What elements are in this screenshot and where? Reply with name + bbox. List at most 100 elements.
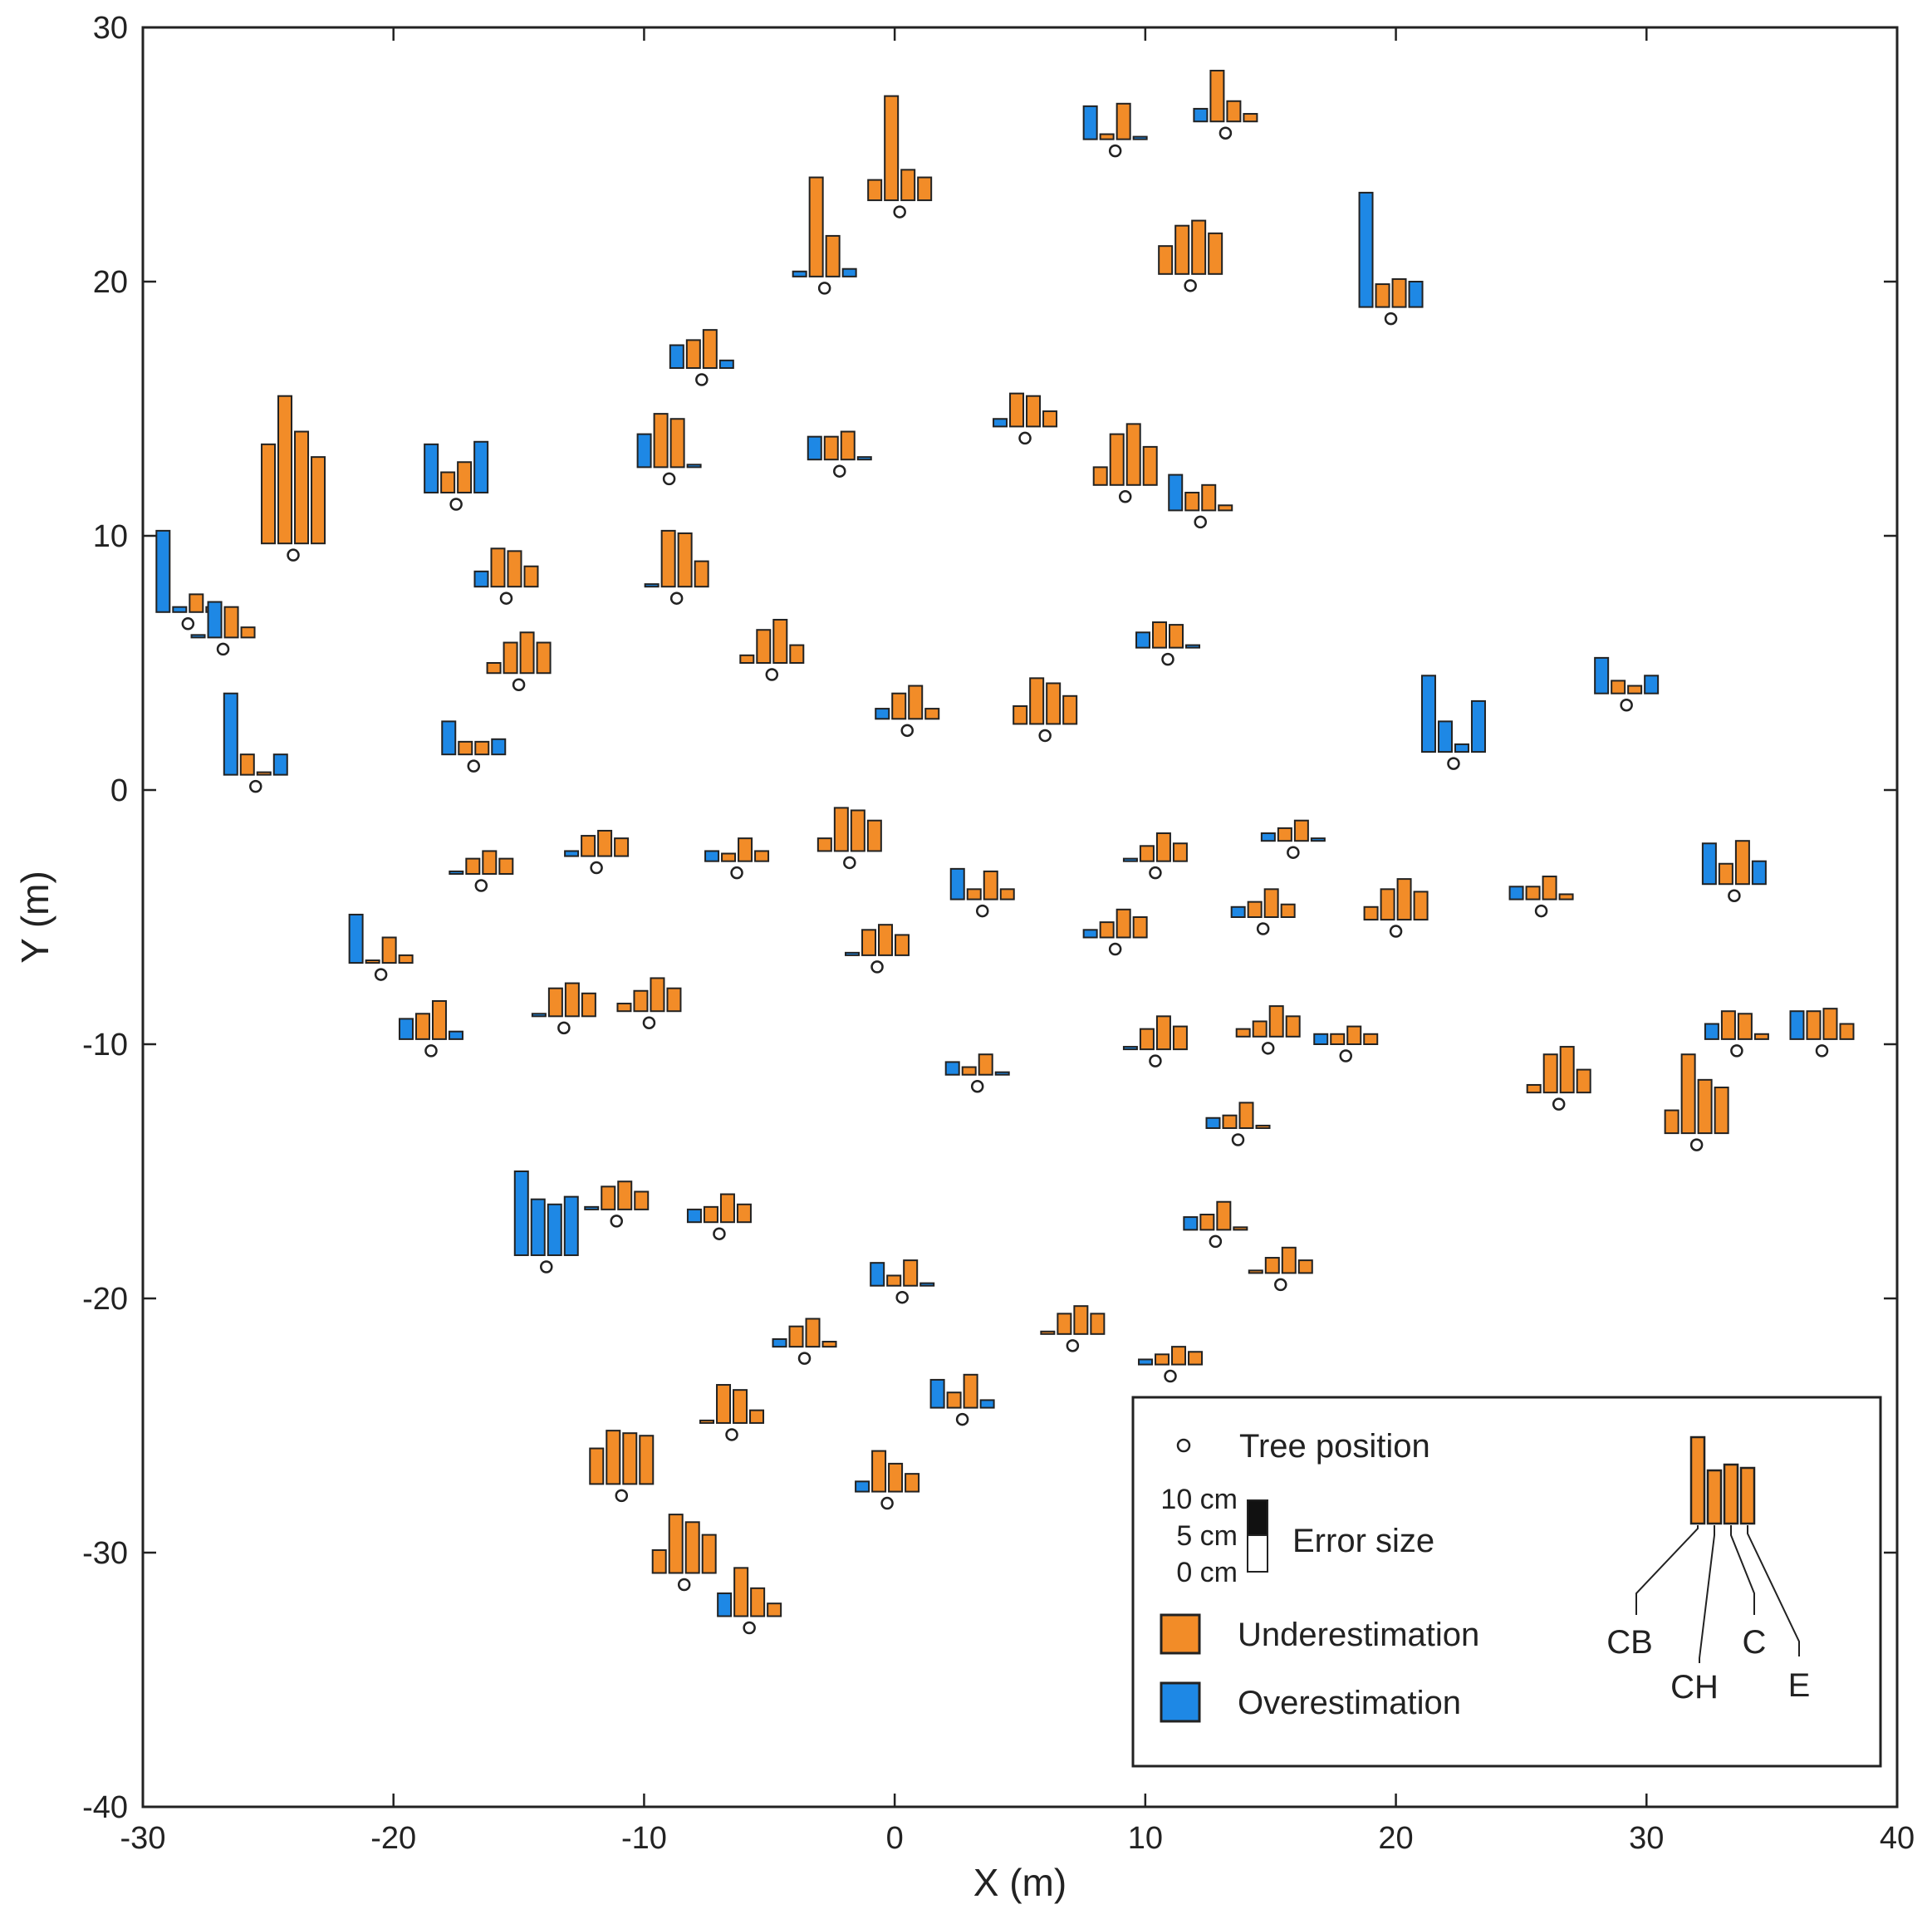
error-bar-c (900, 169, 916, 202)
error-bar-ch (1109, 433, 1125, 486)
legend-over-swatch (1160, 1681, 1201, 1723)
error-bar-ch (733, 1567, 749, 1617)
tree-glyph (875, 685, 940, 738)
error-bar-cb (223, 692, 238, 776)
error-bar-cb (449, 870, 464, 875)
y-tick-label: -20 (82, 1282, 128, 1317)
tree-glyph (155, 529, 221, 631)
error-bar-c (1281, 1246, 1297, 1274)
x-tick-label: -20 (370, 1821, 416, 1856)
error-bar-cb (1420, 675, 1436, 753)
tree-glyph (1508, 876, 1574, 918)
error-bar-e (581, 992, 596, 1018)
tree-glyph (261, 395, 326, 562)
error-bar-c (519, 631, 535, 675)
legend-error-scale-white (1247, 1534, 1268, 1573)
legend-over-label: Overestimation (1238, 1685, 1461, 1721)
error-bar-ch (966, 888, 982, 901)
error-bar-cb (261, 443, 277, 545)
error-bar-ch (1155, 1353, 1170, 1366)
tree-position-marker (713, 1227, 726, 1240)
tree-position-marker (512, 678, 526, 691)
tree-glyph (424, 440, 489, 511)
error-bar-e (1172, 1025, 1188, 1051)
legend-tree-label: Tree position (1239, 1428, 1430, 1465)
error-bar-e (1142, 445, 1158, 486)
tree-position-marker (1389, 925, 1403, 938)
y-tick-label: 20 (93, 265, 128, 300)
error-bar-ch (1252, 1020, 1268, 1038)
legend-under-swatch (1160, 1613, 1201, 1655)
error-bar-e (1132, 916, 1148, 939)
tree-glyph (1664, 1053, 1729, 1151)
error-bar-ch (1680, 1053, 1696, 1135)
error-bar-cb (636, 433, 652, 469)
error-bar-c (1171, 1346, 1187, 1366)
error-bar-cb (699, 1419, 715, 1424)
error-bar-e (1751, 860, 1767, 886)
tree-position-marker (1209, 1234, 1223, 1249)
error-bar-ch (633, 989, 649, 1013)
error-bar-ch (660, 529, 676, 588)
tree-glyph (398, 999, 463, 1058)
error-bar-c (702, 329, 718, 370)
tree-position-marker (955, 1412, 969, 1426)
error-bar-cb (1040, 1330, 1056, 1335)
error-bar-e (994, 1071, 1010, 1076)
error-bar-c (474, 740, 490, 756)
error-bar-e (999, 888, 1015, 901)
error-bar-e (1185, 644, 1201, 649)
error-bar-ch (833, 807, 849, 852)
tree-position-marker (669, 591, 684, 605)
error-bar-ch (440, 471, 456, 493)
error-bar-e (498, 857, 514, 875)
error-bar-e (311, 456, 326, 545)
error-bar-e (1255, 1124, 1271, 1129)
tree-glyph (1082, 908, 1148, 956)
error-bar-cb (1248, 1269, 1263, 1274)
error-bar-e (1280, 903, 1296, 918)
tree-glyph (772, 1318, 837, 1365)
y-tick-label: 10 (93, 519, 128, 554)
error-bar-ch (871, 1450, 887, 1493)
tree-glyph (1701, 840, 1767, 902)
error-bar-cb (1205, 1116, 1221, 1129)
tree-glyph (686, 1193, 752, 1240)
error-bar-cb (531, 1013, 547, 1018)
error-bar-c (1396, 878, 1412, 921)
legend-key-label-ch: CH (1670, 1669, 1719, 1705)
error-bar-cb (589, 1447, 605, 1485)
error-bar-e (1042, 410, 1058, 428)
error-bar-ch (961, 1066, 977, 1076)
error-bar-ch (823, 435, 839, 461)
tree-glyph (644, 529, 709, 605)
error-bar-cb (1363, 905, 1379, 921)
error-bar-e (1233, 1226, 1248, 1231)
tree-glyph (1704, 1010, 1769, 1058)
error-bar-e (754, 850, 770, 862)
error-bar-e (694, 560, 709, 588)
error-bar-c (719, 1193, 735, 1224)
error-bar-cb (1158, 245, 1174, 275)
error-bar-e (1208, 232, 1223, 275)
error-bar-e (749, 1409, 765, 1424)
tree-position-marker (1815, 1044, 1829, 1058)
error-bar-cb (1260, 832, 1276, 842)
tree-position-marker (1552, 1097, 1566, 1111)
error-bar-cb (944, 1061, 960, 1076)
tree-glyph (807, 430, 872, 478)
error-bar-cb (1135, 631, 1151, 649)
error-bar-ch (1029, 677, 1045, 725)
tree-glyph (1193, 70, 1258, 140)
error-bar-e (979, 1399, 995, 1409)
error-bar-ch (1199, 1214, 1215, 1231)
tree-glyph (1230, 888, 1296, 935)
error-bar-ch (1611, 680, 1626, 694)
error-bar-c (733, 1389, 748, 1424)
tree-position-marker (642, 1016, 656, 1029)
tree-position-marker (695, 373, 709, 386)
error-bar-c (1822, 1008, 1838, 1040)
error-bar-ch (1057, 1313, 1072, 1335)
error-bar-e (866, 819, 882, 852)
error-bar-ch (1437, 720, 1453, 753)
